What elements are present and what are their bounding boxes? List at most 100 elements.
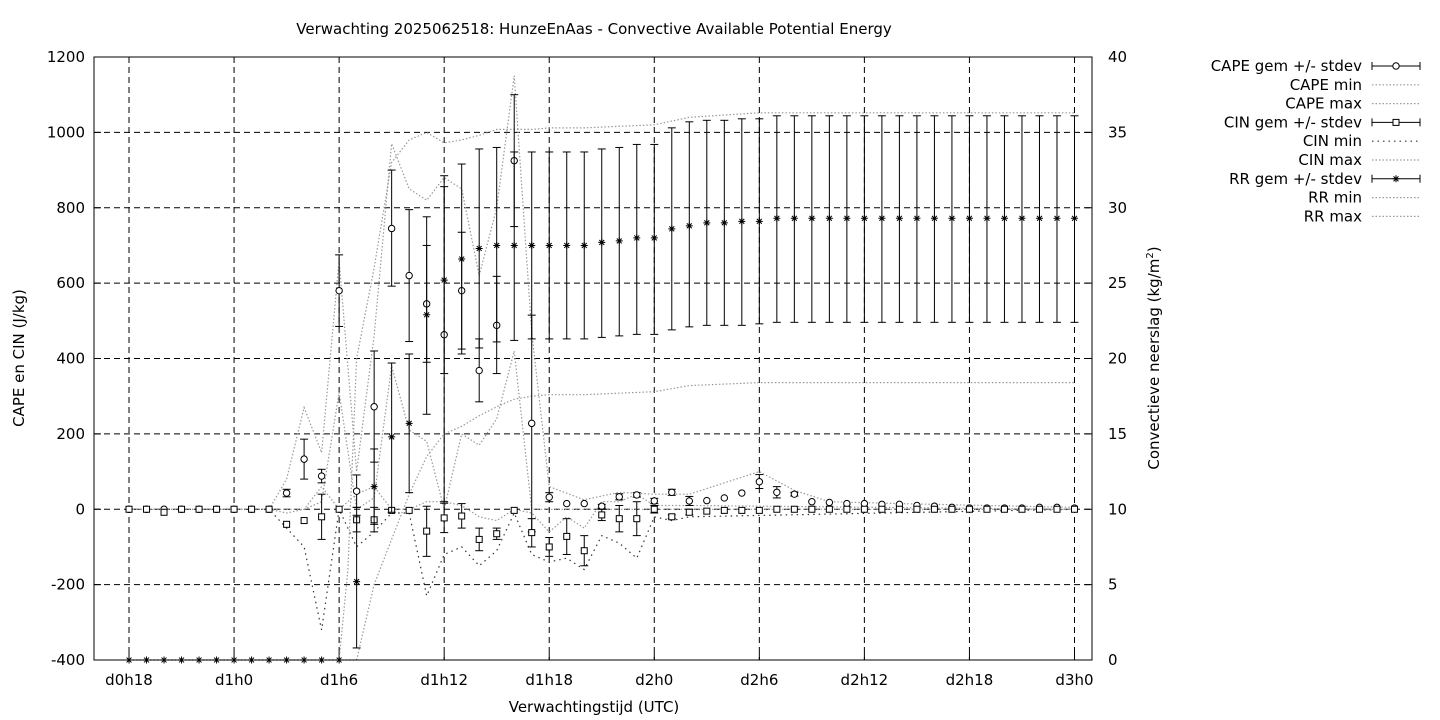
cape-mean-point — [703, 496, 711, 505]
legend-swatch-marker — [1392, 62, 1400, 70]
cin-mean-point — [1035, 505, 1043, 513]
cin-mean-point — [790, 505, 798, 513]
y-tick-label: 400 — [56, 350, 85, 368]
cin-mean-point — [738, 506, 746, 514]
cape-mean-point — [563, 499, 571, 508]
rr-mean-point — [528, 241, 536, 249]
legend-label: CIN min — [1303, 132, 1362, 150]
rr-mean-point — [1035, 214, 1043, 222]
cin-mean-point — [405, 506, 413, 514]
cin-mean-point — [160, 508, 168, 516]
y-tick-label: 0 — [75, 500, 85, 518]
cape-mean-point — [773, 488, 781, 496]
cin-mean-point — [213, 505, 221, 513]
rr-mean-point — [948, 214, 956, 222]
cape-mean-point — [335, 286, 343, 295]
rr-mean-point — [703, 219, 711, 227]
rr-mean-point — [563, 241, 571, 249]
cin-mean-point — [948, 505, 956, 513]
legend-label: CIN max — [1298, 151, 1362, 169]
rr-mean-point — [370, 483, 378, 491]
cape-mean-point — [370, 403, 378, 411]
cin-mean-point — [825, 505, 833, 513]
y-tick-label: 1000 — [47, 123, 85, 141]
rr-mean-point — [738, 217, 746, 225]
curve-cin-min — [129, 507, 1075, 631]
x-tick-label: d1h0 — [215, 671, 253, 689]
legend-label: CAPE max — [1285, 95, 1362, 113]
cape-mean-point — [580, 499, 588, 508]
cape-mean-point — [615, 493, 623, 501]
cape-mean-point — [387, 224, 396, 233]
rr-mean-point — [388, 433, 396, 441]
cin-mean-point — [300, 517, 308, 525]
x-tick-label: d1h12 — [420, 671, 468, 689]
y2-tick-label: 15 — [1108, 425, 1127, 443]
y2-tick-label: 35 — [1108, 123, 1127, 141]
x-tick-label: d1h18 — [525, 671, 573, 689]
cin-mean-point — [633, 515, 641, 523]
cin-mean-point — [685, 508, 693, 516]
x-tick-label: d0h18 — [105, 671, 153, 689]
cin-mean-point — [563, 532, 571, 540]
legend-swatch-marker — [1392, 118, 1400, 126]
cin-mean-point — [1070, 505, 1078, 513]
legend-label: CAPE min — [1290, 76, 1362, 94]
cin-mean-point — [528, 529, 536, 537]
legend-label: CIN gem +/- stdev — [1224, 113, 1362, 131]
cin-mean-point — [335, 505, 343, 513]
legend-label: RR max — [1304, 207, 1362, 225]
cin-mean-point — [895, 505, 903, 513]
x-tick-label: d1h6 — [320, 671, 358, 689]
x-tick-label: d2h6 — [740, 671, 778, 689]
cin-mean-point — [475, 535, 483, 543]
rr-mean-point — [1000, 214, 1008, 222]
rr-mean-point — [423, 311, 431, 319]
rr-mean-point — [720, 219, 728, 227]
cin-mean-point — [458, 512, 466, 520]
rr-mean-point — [650, 234, 658, 242]
grid-lines — [94, 57, 1092, 660]
cin-mean-point — [265, 505, 273, 513]
plot-frame — [93, 56, 1093, 661]
rr-mean-point — [755, 217, 763, 225]
cape-mean-point — [300, 455, 308, 463]
cin-mean-point — [283, 520, 291, 528]
y2-axis-label: Convectieve neerslag (kg/m2) — [1145, 246, 1163, 469]
rr-mean-point — [475, 244, 483, 252]
rr-mean-point — [615, 237, 623, 245]
y-tick-label: -200 — [51, 576, 85, 594]
rr-mean-point — [860, 214, 868, 222]
cape-mean-point — [668, 488, 676, 496]
cin-mean-point — [1053, 505, 1061, 513]
y2-tick-label: 30 — [1108, 199, 1127, 217]
cin-mean-point — [1018, 505, 1026, 513]
cape-mean-point — [720, 494, 729, 502]
cape-mean-point — [352, 487, 361, 495]
rr-mean-point — [668, 225, 676, 233]
cin-mean-point — [773, 505, 781, 513]
cin-mean-point — [703, 507, 711, 515]
curve-cape-min — [129, 350, 1075, 511]
cape-mean-point — [317, 472, 326, 480]
cin-mean-point — [965, 505, 973, 513]
rr-mean-point — [405, 419, 413, 427]
curve-rr-max — [129, 112, 1075, 661]
rr-mean-point — [773, 214, 781, 222]
rr-mean-point — [598, 238, 606, 246]
curve-rr-min — [129, 382, 1075, 661]
cape-mean-point — [755, 478, 764, 486]
cin-mean-point — [668, 513, 676, 521]
cape-mean-point — [685, 497, 693, 505]
cin-mean-point — [440, 514, 448, 522]
legend-label: RR min — [1308, 189, 1362, 207]
cin-mean-point — [493, 530, 501, 538]
cin-mean-point — [248, 505, 256, 513]
rr-mean-point — [825, 214, 833, 222]
y2-axis-label-end: ) — [1145, 246, 1163, 252]
legend-swatch-marker — [1392, 175, 1400, 183]
rr-mean-point — [1018, 214, 1026, 222]
cin-mean-point — [808, 505, 816, 513]
cin-mean-point — [178, 505, 186, 513]
x-tick-label: d3h0 — [1055, 671, 1093, 689]
